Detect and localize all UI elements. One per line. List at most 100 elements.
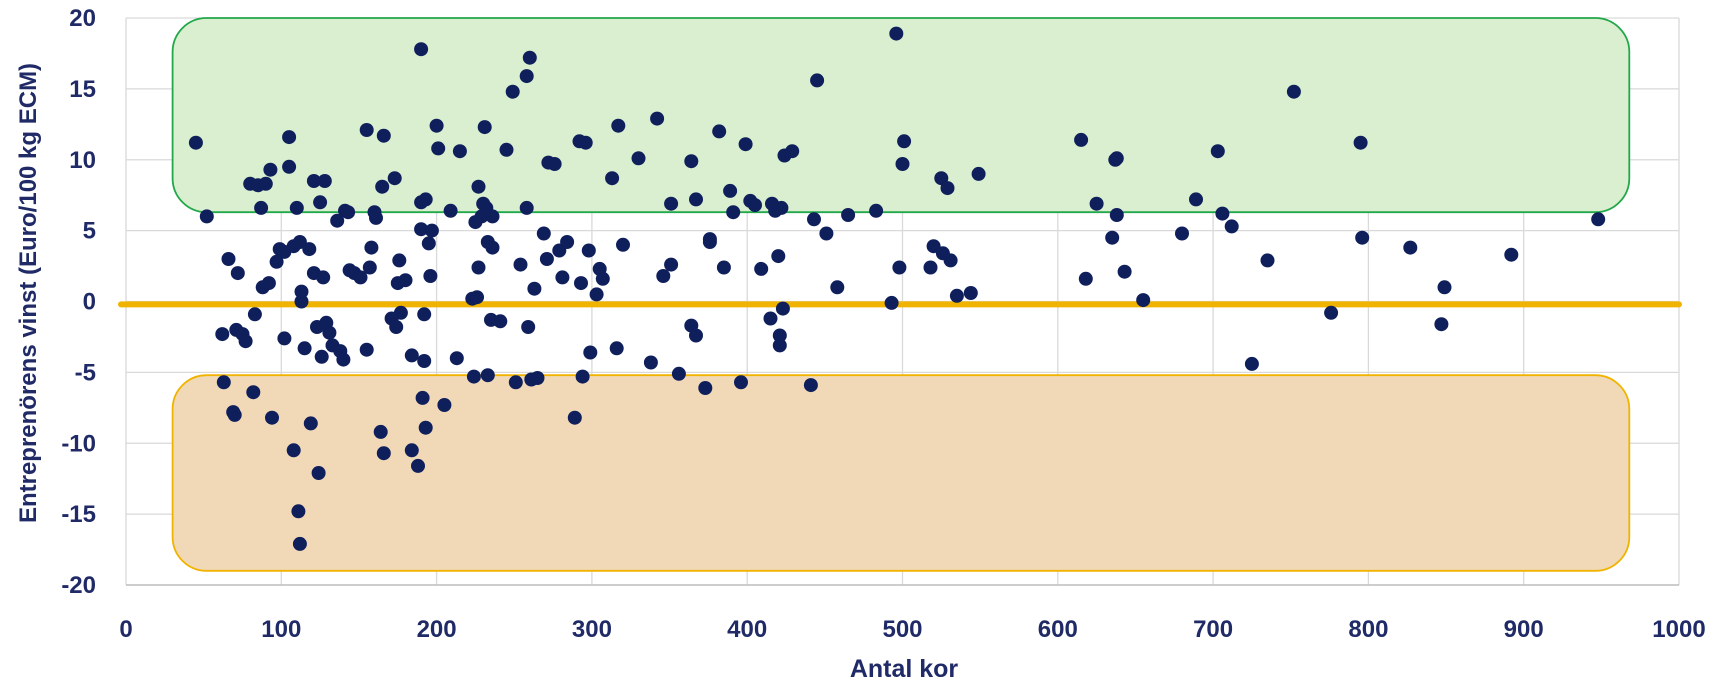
- data-point: [311, 466, 326, 480]
- data-point: [521, 320, 536, 334]
- data-point: [508, 375, 523, 390]
- y-tick-label: -20: [61, 572, 96, 599]
- data-point: [313, 195, 328, 210]
- data-point: [364, 240, 379, 255]
- data-point: [650, 111, 665, 126]
- data-point: [302, 242, 317, 257]
- data-point: [269, 254, 284, 269]
- data-point: [1105, 230, 1120, 245]
- data-point: [362, 260, 377, 275]
- data-point: [748, 198, 762, 213]
- data-point: [664, 196, 679, 211]
- data-point: [431, 141, 446, 156]
- y-tick-label: 0: [83, 289, 96, 316]
- data-point: [1324, 305, 1339, 320]
- data-point: [775, 301, 790, 316]
- low-zone: [171, 374, 1631, 572]
- data-point: [611, 118, 626, 133]
- data-point: [376, 128, 391, 143]
- data-point: [485, 240, 500, 255]
- data-point: [417, 307, 432, 322]
- data-point: [1355, 230, 1370, 245]
- data-point: [389, 320, 404, 334]
- data-point: [807, 212, 821, 227]
- data-point: [1078, 271, 1093, 286]
- data-point: [417, 354, 432, 368]
- data-point: [583, 345, 598, 360]
- data-point: [698, 381, 713, 395]
- data-point: [258, 176, 273, 191]
- data-point: [527, 281, 542, 296]
- data-point: [1224, 219, 1239, 234]
- data-point: [539, 252, 554, 266]
- data-point: [1353, 135, 1368, 150]
- data-point: [897, 134, 912, 149]
- data-point: [1117, 264, 1132, 279]
- data-point: [341, 205, 356, 220]
- x-tick-label: 0: [119, 616, 132, 643]
- data-point: [505, 84, 520, 99]
- x-tick-label: 800: [1348, 616, 1388, 643]
- data-point: [631, 151, 646, 166]
- data-point: [734, 375, 748, 390]
- x-tick-label: 300: [572, 616, 612, 643]
- data-point: [375, 179, 390, 194]
- data-point: [423, 269, 438, 283]
- data-point: [656, 269, 671, 283]
- data-point: [574, 276, 588, 291]
- data-point: [359, 342, 374, 357]
- data-point: [726, 205, 741, 220]
- x-tick-label: 900: [1504, 616, 1544, 643]
- data-point: [943, 253, 958, 268]
- data-point: [188, 135, 203, 150]
- data-point: [322, 325, 337, 340]
- data-point: [1434, 317, 1449, 332]
- data-point: [294, 294, 309, 309]
- x-axis-title: Antal kor: [850, 655, 959, 683]
- data-point: [466, 369, 481, 384]
- y-tick-label: -5: [75, 359, 96, 386]
- data-point: [589, 287, 604, 302]
- y-tick-label: -15: [61, 501, 96, 528]
- data-point: [414, 42, 429, 57]
- data-point: [411, 458, 425, 473]
- data-point: [291, 504, 306, 519]
- data-point: [671, 366, 686, 381]
- data-point: [421, 236, 436, 251]
- data-point: [221, 252, 236, 266]
- y-tick-label: 10: [69, 147, 96, 174]
- data-point: [884, 295, 899, 310]
- data-point: [1189, 192, 1203, 207]
- data-points: [188, 26, 1606, 551]
- data-point: [581, 243, 596, 258]
- data-point: [1286, 84, 1301, 99]
- data-point: [227, 407, 242, 422]
- data-point: [477, 120, 492, 135]
- data-point: [869, 203, 884, 218]
- data-point: [522, 50, 537, 65]
- data-point: [265, 410, 279, 425]
- data-point: [971, 166, 986, 181]
- data-point: [286, 443, 301, 458]
- y-axis-title: Entreprenörens vinst (Euro/100 kg ECM): [15, 63, 42, 523]
- data-point: [336, 352, 351, 367]
- data-point: [452, 144, 467, 159]
- data-point: [493, 314, 508, 329]
- data-point: [536, 226, 551, 241]
- data-point: [895, 157, 910, 171]
- data-point: [303, 416, 318, 431]
- data-point: [294, 284, 309, 299]
- data-point: [1591, 212, 1606, 227]
- data-point: [1136, 293, 1151, 308]
- x-tick-label: 100: [261, 616, 301, 643]
- data-point: [595, 271, 610, 286]
- data-point: [353, 270, 368, 285]
- data-point: [449, 351, 464, 366]
- data-point: [1109, 151, 1124, 166]
- data-point: [771, 249, 786, 264]
- data-point: [702, 235, 717, 249]
- y-tick-label: -10: [61, 430, 96, 457]
- y-tick-label: 5: [83, 218, 96, 245]
- y-tick-label: 20: [69, 5, 96, 32]
